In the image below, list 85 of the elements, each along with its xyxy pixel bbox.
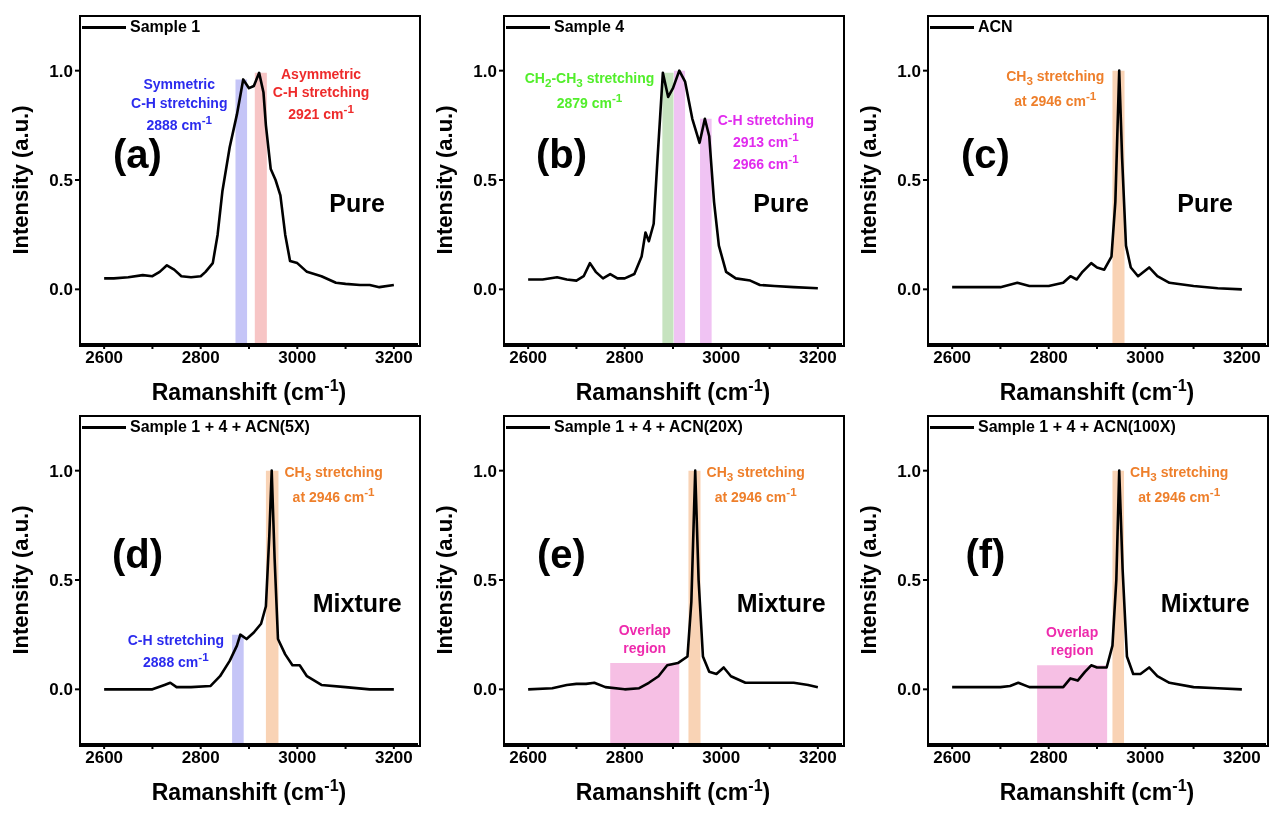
y-axis-title: Intensity (a.u.) [855, 105, 881, 255]
line-series [526, 69, 820, 290]
x-tick-label: 3000 [702, 748, 741, 768]
legend-label: Sample 1 [130, 18, 201, 36]
annotation: Symmetric C-H stretching 2888 cm$^{-1}$ [131, 75, 228, 134]
annotation: CH$_{2}$-CH$_{3}$ stretching 2879 cm$^{-1}$ [524, 68, 655, 112]
x-tick-label: 2600 [933, 348, 972, 368]
y-axis-title: Intensity (a.u.) [7, 105, 33, 255]
y-tick-label: 0.5 [473, 171, 497, 191]
y-tick-label: 0.0 [473, 280, 497, 300]
annotation: Pure [753, 188, 809, 218]
legend-label: Sample 1 + 4 + ACN(5X) [130, 418, 310, 436]
x-tick-label: 2800 [181, 748, 220, 768]
y-tick-label: 0.5 [49, 571, 73, 591]
x-axis-title: Ramanshift (cm$^{-1}$) [575, 776, 771, 805]
annotation: (f) [965, 531, 1006, 577]
y-tick-label: 1.0 [473, 461, 497, 481]
annotation: CH$_{3}$ stretching at 2946 cm$^{-1}$ [1130, 462, 1229, 506]
annotation: CH$_{3}$ stretching at 2946 cm$^{-1}$ [1006, 66, 1105, 110]
x-tick-label: 2600 [85, 348, 124, 368]
x-tick-label: 3000 [1126, 748, 1165, 768]
y-tick-label: 1.0 [897, 461, 921, 481]
y-tick-label: 0.5 [473, 571, 497, 591]
x-tick-label: 3000 [702, 348, 741, 368]
annotation: (e) [537, 531, 586, 577]
x-tick-label: 2600 [85, 748, 124, 768]
x-tick-label: 3000 [278, 748, 317, 768]
annotation: Overlap region [618, 620, 671, 658]
annotation: C-H stretching 2913 cm$^{-1}$ 2966 cm$^{-1}$ [717, 110, 815, 173]
annotation: (d) [111, 531, 163, 577]
y-tick-label: 0.5 [897, 171, 921, 191]
annotation: Asymmetric C-H stretching 2921 cm$^{-1}$ [272, 64, 370, 124]
x-axis-title: Ramanshift (cm$^{-1}$) [151, 376, 347, 405]
annotation: C-H stretching 2888 cm$^{-1}$ [127, 630, 225, 671]
x-tick-label: 3200 [374, 348, 413, 368]
annotation: Pure [329, 188, 385, 218]
x-axis-title: Ramanshift (cm$^{-1}$) [575, 376, 771, 405]
y-axis-title: Intensity (a.u.) [855, 505, 881, 655]
y-axis-title: Intensity (a.u.) [7, 505, 33, 655]
x-tick-label: 2800 [605, 348, 644, 368]
x-axis-title: Ramanshift (cm$^{-1}$) [999, 376, 1195, 405]
y-tick-label: 0.0 [897, 680, 921, 700]
annotation: Mixture [1160, 588, 1250, 618]
x-axis-title: Ramanshift (cm$^{-1}$) [999, 776, 1195, 805]
y-axis-title: Intensity (a.u.) [431, 105, 457, 255]
annotation: (c) [961, 131, 1010, 177]
x-axis-title: Ramanshift (cm$^{-1}$) [151, 776, 347, 805]
annotation: CH$_{3}$ stretching at 2946 cm$^{-1}$ [284, 462, 383, 506]
legend-label: Sample 1 + 4 + ACN(20X) [554, 418, 743, 436]
y-tick-label: 1.0 [49, 461, 73, 481]
x-tick-label: 2800 [1029, 748, 1068, 768]
y-tick-label: 0.5 [897, 571, 921, 591]
x-tick-label: 3000 [278, 348, 317, 368]
x-tick-label: 3000 [1126, 348, 1165, 368]
legend-label: ACN [978, 18, 1013, 36]
legend-label: Sample 1 + 4 + ACN(100X) [978, 418, 1176, 436]
annotation: Mixture [312, 588, 402, 618]
y-tick-label: 0.0 [49, 280, 73, 300]
x-tick-label: 3200 [798, 748, 837, 768]
y-tick-label: 0.5 [49, 171, 73, 191]
line-series [950, 69, 1244, 291]
x-tick-label: 2800 [1029, 348, 1068, 368]
y-axis-title: Intensity (a.u.) [431, 505, 457, 655]
x-tick-label: 2800 [605, 748, 644, 768]
x-tick-label: 3200 [1222, 348, 1261, 368]
annotation: (b) [535, 131, 587, 177]
annotation: Mixture [736, 588, 826, 618]
x-tick-label: 2600 [933, 748, 972, 768]
x-tick-label: 2600 [509, 748, 548, 768]
annotation: Pure [1177, 188, 1233, 218]
y-tick-label: 1.0 [49, 61, 73, 81]
x-tick-label: 2800 [181, 348, 220, 368]
x-tick-label: 2600 [509, 348, 548, 368]
x-tick-label: 3200 [798, 348, 837, 368]
y-tick-label: 0.0 [473, 680, 497, 700]
annotation: CH$_{3}$ stretching at 2946 cm$^{-1}$ [706, 462, 805, 506]
y-tick-label: 1.0 [473, 61, 497, 81]
y-tick-label: 0.0 [49, 680, 73, 700]
annotation: Overlap region [1046, 622, 1099, 660]
annotation: (a) [113, 131, 162, 177]
y-tick-label: 1.0 [897, 61, 921, 81]
x-tick-label: 3200 [1222, 748, 1261, 768]
y-tick-label: 0.0 [897, 280, 921, 300]
legend-label: Sample 4 [554, 18, 625, 36]
x-tick-label: 3200 [374, 748, 413, 768]
